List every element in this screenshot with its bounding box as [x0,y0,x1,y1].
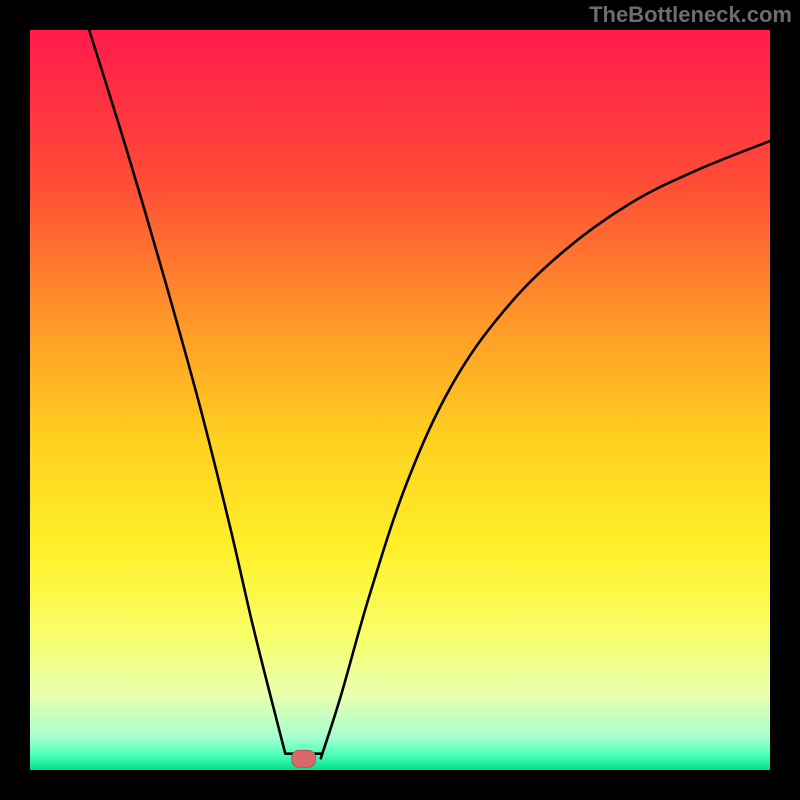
optimum-marker [291,750,317,768]
curve-path [89,30,770,758]
watermark-text: TheBottleneck.com [589,2,792,28]
bottleneck-curve [30,30,770,770]
figure-outer: TheBottleneck.com [0,0,800,800]
plot-area [30,30,770,770]
